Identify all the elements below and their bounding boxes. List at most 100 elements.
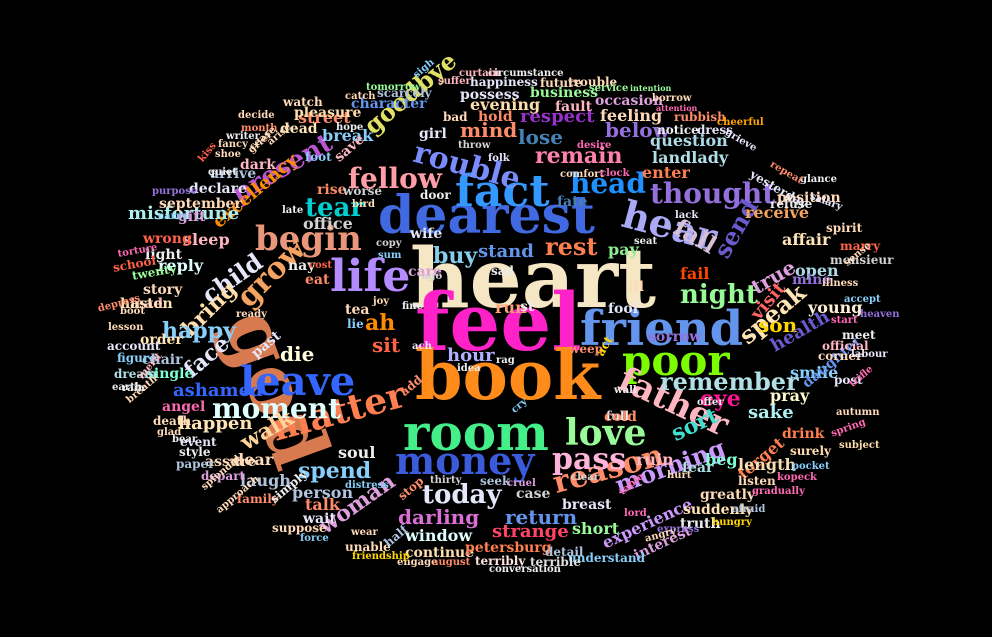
word-fellow: fellow	[348, 162, 442, 195]
word-buy: buy	[433, 243, 478, 269]
word-young: young	[808, 298, 863, 317]
word-ago: ago	[422, 271, 443, 282]
word-misfortune: misfortune	[128, 203, 240, 224]
word-throw: throw	[458, 140, 491, 151]
word-hungry: hungry	[712, 517, 752, 528]
word-occasion: occasion	[595, 93, 664, 109]
word-evening: evening	[470, 95, 541, 114]
word-beg: beg	[705, 450, 738, 469]
word-laugh: laugh	[240, 471, 291, 490]
word-seat: seat	[634, 236, 658, 247]
word-cheerful: cheerful	[717, 117, 764, 128]
word-st: st	[520, 299, 535, 315]
word-distress: distress	[345, 480, 389, 491]
word-folk: folk	[488, 153, 510, 164]
word-smile: smile	[790, 363, 839, 382]
word-feeling: feeling	[600, 106, 663, 125]
word-lie: lie	[347, 317, 364, 331]
word-watch: watch	[283, 95, 323, 109]
word-meet: meet	[842, 328, 876, 342]
word-nay: nay	[288, 258, 316, 274]
word-open: open	[795, 261, 839, 280]
word-fine: fine	[402, 301, 423, 312]
word-unable: unable	[345, 540, 391, 554]
word-heaven: heaven	[860, 309, 900, 320]
word-sorrow: sorrow	[648, 329, 702, 345]
word-enter: enter	[642, 163, 690, 182]
word-dead: dead	[280, 121, 318, 137]
word-possess: possess	[460, 87, 520, 103]
word-money: money	[395, 438, 535, 483]
word-illness: illness	[822, 278, 859, 289]
word-order: order	[140, 332, 183, 348]
word-love: love	[565, 412, 647, 454]
word-business: business	[530, 85, 599, 101]
word-attention: attention	[656, 103, 698, 113]
word-afraid: afraid	[732, 504, 766, 515]
word-break: break	[322, 126, 374, 145]
word-friend: friend	[580, 301, 744, 357]
word-figure: figure	[117, 351, 157, 365]
word-sum: sum	[378, 250, 402, 261]
word-rise: rise	[317, 182, 347, 198]
word-die: die	[280, 342, 315, 366]
word-copy: copy	[376, 238, 402, 249]
word-surely: surely	[790, 444, 831, 458]
word-hold: hold	[478, 109, 513, 125]
word-respect: respect	[520, 106, 595, 127]
word-hasten: hasten	[120, 296, 173, 312]
word-spring: spring	[829, 416, 868, 440]
word-decide: decide	[238, 110, 275, 121]
word-case: case	[516, 486, 551, 502]
word-chair: chair	[142, 352, 183, 368]
word-ah: ah	[365, 310, 396, 336]
word-listen: listen	[738, 474, 776, 488]
word-run: run	[495, 298, 527, 317]
word-spirit: spirit	[826, 221, 863, 235]
word-rubbish: rubbish	[674, 110, 726, 124]
word-happiness: happiness	[470, 75, 538, 89]
word-fool: fool	[608, 301, 639, 317]
word-fate: fate	[557, 194, 588, 210]
word-girl: girl	[419, 126, 447, 142]
word-circumstance: circumstance	[488, 68, 564, 79]
word-door: door	[420, 188, 451, 202]
word-conversation: conversation	[489, 564, 561, 575]
word-dearest: dearest	[378, 185, 595, 246]
word-dream: dream	[114, 367, 157, 381]
word-length: length	[738, 455, 797, 474]
word-thirty: thirty	[430, 475, 462, 486]
word-lesson: lesson	[108, 322, 144, 333]
word-event: event	[180, 435, 217, 449]
word-post: post	[834, 373, 863, 387]
word-tea: tea	[345, 302, 370, 318]
word-dear: dear	[233, 450, 274, 469]
word-hurt: hurt	[667, 470, 692, 481]
word-bird: bird	[352, 199, 376, 210]
word-force: force	[300, 533, 329, 544]
word-life: life	[330, 251, 411, 302]
word-wear: wear	[351, 527, 378, 538]
word-fault: fault	[555, 99, 593, 115]
word-position: position	[777, 190, 841, 206]
word-august: august	[432, 557, 471, 568]
word-book: book	[415, 336, 601, 416]
word-poor: poor	[622, 336, 730, 385]
word-stand: stand	[478, 241, 534, 262]
word-late: late	[282, 205, 304, 216]
word-service: service	[589, 83, 629, 94]
word-affair: affair	[782, 230, 831, 249]
word-style: style	[179, 445, 211, 459]
word-sit: sit	[372, 333, 401, 357]
word-reply: reply	[158, 256, 204, 275]
word-account: account	[107, 339, 161, 353]
word-suddenly: suddenly	[683, 502, 754, 518]
word-pray: pray	[770, 386, 810, 405]
word-talk: talk	[305, 495, 340, 514]
word-petersburg: petersburg	[465, 540, 552, 556]
word-continue: continue	[405, 545, 475, 561]
word-grieve: grieve	[723, 127, 759, 154]
word-remain: remain	[535, 143, 623, 169]
word-curtain: curtain	[459, 68, 500, 79]
word-corner: corner	[818, 349, 863, 363]
